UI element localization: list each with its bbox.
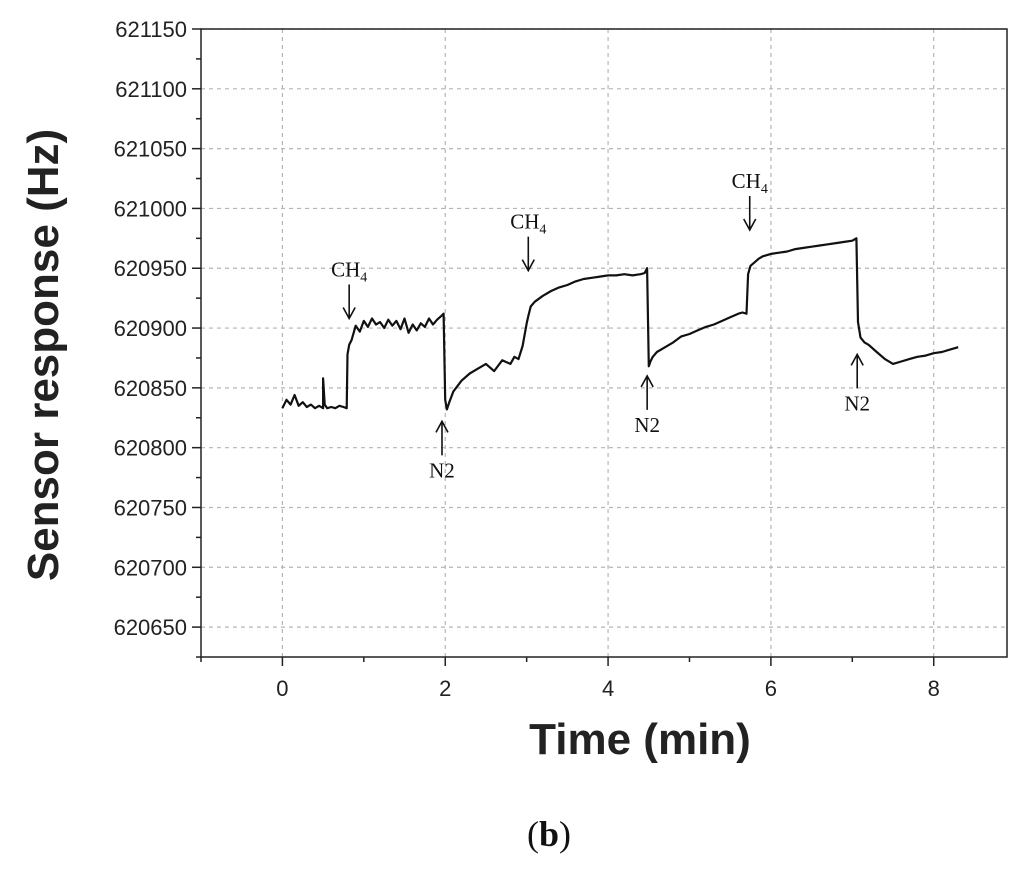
annotation: CH4 [331, 257, 367, 321]
annotation: CH4 [510, 210, 546, 273]
annotation: N2 [844, 352, 870, 415]
annotation-label: N2 [844, 391, 870, 415]
x-tick-label: 6 [765, 676, 777, 701]
annotation-label: CH4 [732, 169, 768, 197]
y-tick-label: 620850 [114, 376, 187, 401]
annotation-label: CH4 [510, 210, 546, 238]
y-tick-label: 620700 [114, 555, 187, 580]
y-tick-label: 621100 [115, 77, 187, 102]
annotation-label: CH4 [331, 257, 367, 285]
arrowhead-icon [640, 374, 654, 388]
annotation-label: N2 [634, 413, 660, 437]
annotation: N2 [429, 419, 455, 482]
annotation-subscript: 4 [761, 182, 768, 197]
x-axis: 0 2 4 6 8 [200, 657, 940, 701]
annotation-subscript: 4 [539, 223, 546, 238]
caption-letter: b [539, 814, 559, 854]
x-axis-title: Time (min) [529, 715, 751, 764]
y-tick-label: 621000 [114, 196, 187, 221]
plot-frame [200, 28, 1008, 658]
annotation: CH4 [732, 169, 768, 232]
arrowhead-icon [850, 352, 864, 366]
x-tick-label: 2 [439, 676, 451, 701]
series-line [281, 237, 959, 411]
arrowhead-icon [342, 307, 356, 321]
series-group [281, 237, 959, 411]
y-tick-label: 620750 [114, 495, 187, 520]
caption-close: ) [559, 814, 571, 854]
arrowhead-icon [435, 419, 449, 433]
grid [201, 28, 1007, 657]
y-tick-label: 620900 [114, 316, 187, 341]
caption-open: ( [527, 814, 539, 854]
x-tick-label: 8 [928, 676, 940, 701]
panel-caption: (b) [527, 814, 571, 854]
y-tick-label: 621150 [115, 17, 187, 42]
annotation-subscript: 4 [360, 270, 367, 285]
y-tick-label: 620800 [114, 436, 187, 461]
annotation: N2 [634, 374, 660, 437]
x-tick-label: 0 [276, 676, 288, 701]
arrowhead-icon [521, 259, 535, 273]
y-axis-title: Sensor response (Hz) [19, 129, 68, 581]
annotation-label: N2 [429, 458, 455, 482]
x-tick-label: 4 [602, 676, 614, 701]
y-tick-label: 620650 [114, 615, 187, 640]
y-tick-label: 620950 [114, 256, 187, 281]
arrowhead-icon [743, 218, 757, 232]
y-axis: 620650 620700 620750 620800 620850 620900 6209… [114, 17, 201, 658]
y-tick-label: 621050 [114, 137, 187, 162]
